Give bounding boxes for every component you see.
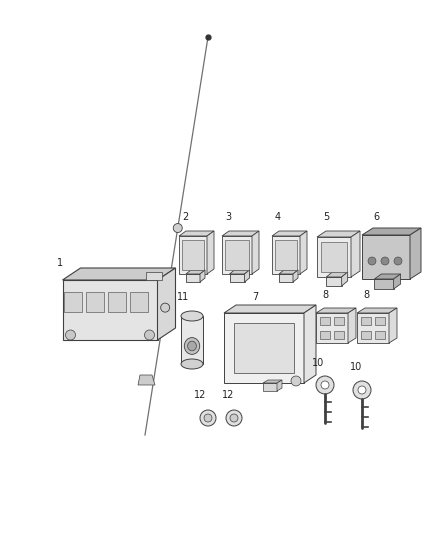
Circle shape: [321, 381, 329, 389]
Polygon shape: [304, 305, 316, 383]
Polygon shape: [263, 380, 282, 383]
Polygon shape: [85, 292, 103, 312]
Polygon shape: [320, 317, 330, 325]
Circle shape: [358, 386, 366, 394]
Polygon shape: [275, 240, 297, 270]
Polygon shape: [351, 231, 360, 277]
Polygon shape: [361, 331, 371, 339]
Polygon shape: [375, 331, 385, 339]
Text: 5: 5: [323, 212, 329, 222]
Circle shape: [394, 257, 402, 265]
Polygon shape: [224, 313, 304, 383]
Polygon shape: [64, 292, 81, 312]
Text: 7: 7: [252, 292, 258, 302]
Polygon shape: [225, 240, 249, 270]
Polygon shape: [63, 280, 158, 340]
Text: 2: 2: [182, 212, 188, 222]
Text: 8: 8: [322, 290, 328, 300]
Circle shape: [230, 414, 238, 422]
Polygon shape: [158, 268, 176, 340]
Text: 11: 11: [177, 292, 189, 302]
Polygon shape: [130, 292, 148, 312]
Text: 3: 3: [225, 212, 231, 222]
Text: 10: 10: [312, 358, 324, 368]
Ellipse shape: [181, 359, 203, 369]
Polygon shape: [334, 317, 344, 325]
Polygon shape: [186, 274, 200, 282]
Polygon shape: [244, 270, 250, 282]
Polygon shape: [375, 317, 385, 325]
Polygon shape: [222, 236, 252, 274]
Polygon shape: [326, 272, 348, 277]
Polygon shape: [272, 231, 307, 236]
Polygon shape: [224, 305, 316, 313]
Circle shape: [204, 414, 212, 422]
Text: 1: 1: [57, 258, 63, 268]
Polygon shape: [252, 231, 259, 274]
Polygon shape: [145, 272, 162, 280]
Polygon shape: [179, 231, 214, 236]
Polygon shape: [316, 313, 348, 343]
Polygon shape: [317, 231, 360, 237]
Polygon shape: [63, 268, 176, 280]
Text: 10: 10: [350, 362, 362, 372]
Polygon shape: [357, 308, 397, 313]
Circle shape: [226, 410, 242, 426]
Polygon shape: [300, 231, 307, 274]
Polygon shape: [410, 228, 421, 279]
Polygon shape: [138, 375, 155, 385]
Polygon shape: [279, 270, 298, 274]
Circle shape: [173, 223, 182, 232]
Polygon shape: [342, 272, 348, 286]
Circle shape: [161, 303, 170, 312]
Polygon shape: [263, 383, 277, 391]
Polygon shape: [374, 279, 394, 289]
Polygon shape: [316, 308, 356, 313]
Polygon shape: [272, 236, 300, 274]
Text: 8: 8: [363, 290, 369, 300]
Polygon shape: [181, 316, 203, 364]
Polygon shape: [222, 231, 259, 236]
Polygon shape: [361, 317, 371, 325]
Polygon shape: [182, 240, 204, 270]
Polygon shape: [348, 308, 356, 343]
Circle shape: [200, 410, 216, 426]
Text: 4: 4: [275, 212, 281, 222]
Polygon shape: [179, 236, 207, 274]
Polygon shape: [362, 235, 410, 279]
Ellipse shape: [187, 341, 196, 351]
Polygon shape: [230, 270, 250, 274]
Polygon shape: [362, 228, 421, 235]
Polygon shape: [326, 277, 342, 286]
Text: 6: 6: [373, 212, 379, 222]
Ellipse shape: [181, 311, 203, 321]
Polygon shape: [374, 274, 401, 279]
Polygon shape: [207, 231, 214, 274]
Polygon shape: [334, 331, 344, 339]
Text: 12: 12: [222, 390, 234, 400]
Polygon shape: [357, 313, 389, 343]
Polygon shape: [317, 237, 351, 277]
Circle shape: [66, 330, 75, 340]
Polygon shape: [320, 331, 330, 339]
Polygon shape: [200, 270, 205, 282]
Text: 12: 12: [194, 390, 206, 400]
Circle shape: [145, 330, 155, 340]
Ellipse shape: [184, 337, 200, 354]
Polygon shape: [321, 242, 347, 272]
Circle shape: [291, 376, 301, 386]
Polygon shape: [277, 380, 282, 391]
Circle shape: [353, 381, 371, 399]
Polygon shape: [293, 270, 298, 282]
Circle shape: [368, 257, 376, 265]
Polygon shape: [234, 323, 294, 373]
Polygon shape: [107, 292, 126, 312]
Circle shape: [316, 376, 334, 394]
Polygon shape: [279, 274, 293, 282]
Polygon shape: [186, 270, 205, 274]
Polygon shape: [389, 308, 397, 343]
Circle shape: [381, 257, 389, 265]
Polygon shape: [230, 274, 244, 282]
Polygon shape: [394, 274, 401, 289]
